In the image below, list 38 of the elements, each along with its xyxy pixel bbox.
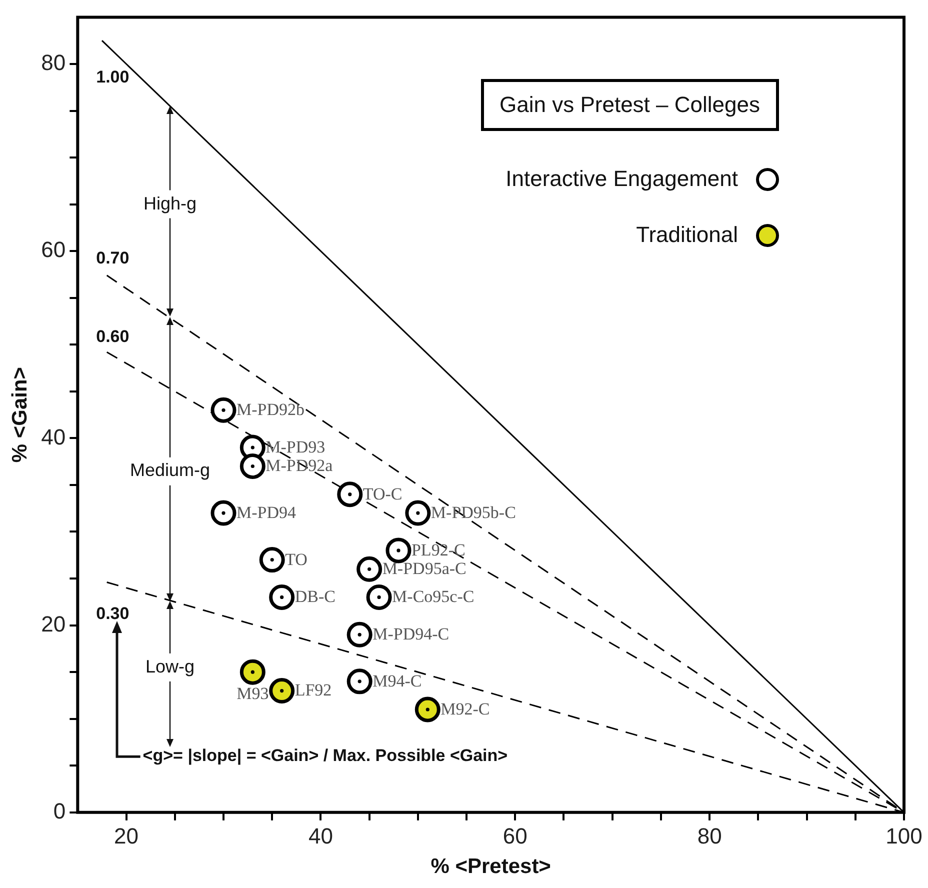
- annotation: M-PD92b: [236, 400, 305, 420]
- annotation: Medium-g: [130, 460, 210, 480]
- x-tick-label: 20: [114, 824, 139, 849]
- legend-label: Traditional: [636, 222, 738, 248]
- annotation: TO: [285, 550, 308, 569]
- annotation: 0.60: [96, 326, 130, 346]
- y-tick-label: 40: [41, 424, 66, 450]
- x-tick-label: 60: [502, 824, 528, 849]
- annotation: LF92: [294, 680, 332, 700]
- x-axis-title: % <Pretest>: [430, 855, 551, 878]
- y-tick-label: 0: [53, 798, 66, 824]
- annotation: DB-C: [294, 587, 336, 606]
- annotation: M-Co95c-C: [392, 587, 474, 606]
- annotation: 0.30: [96, 604, 130, 623]
- legend-title: Gain vs Pretest – Colleges: [480, 79, 779, 132]
- annotation: 0.70: [96, 248, 130, 268]
- y-tick-label: 80: [41, 50, 66, 76]
- y-tick-label: 20: [41, 611, 66, 636]
- x-tick-label: 80: [697, 824, 722, 849]
- annotation: 1.00: [96, 68, 130, 87]
- annotation: M-PD94: [236, 503, 296, 522]
- annotation: High-g: [144, 193, 197, 214]
- annotation: TO-C: [362, 484, 402, 504]
- x-tick-label: 100: [886, 824, 922, 849]
- annotation: M94-C: [372, 671, 422, 690]
- annotation: <g>= |slope| = <Gain> / Max. Possible <Gain>: [142, 746, 508, 765]
- y-tick-label: 60: [41, 237, 66, 262]
- annotation: M-PD92a: [266, 456, 334, 476]
- annotation: M93: [236, 684, 269, 704]
- annotation: M-PD94-C: [372, 624, 450, 644]
- annotation: M-PD95a-C: [382, 559, 466, 578]
- legend-label: Interactive Engagement: [506, 166, 738, 192]
- annotation: Low-g: [146, 656, 195, 676]
- y-axis-title: % <Gain>: [8, 366, 32, 463]
- x-tick-label: 40: [308, 824, 333, 849]
- annotation: PL92-C: [411, 540, 466, 560]
- annotation: M-PD93: [266, 438, 326, 457]
- annotation: M92-C: [440, 699, 490, 718]
